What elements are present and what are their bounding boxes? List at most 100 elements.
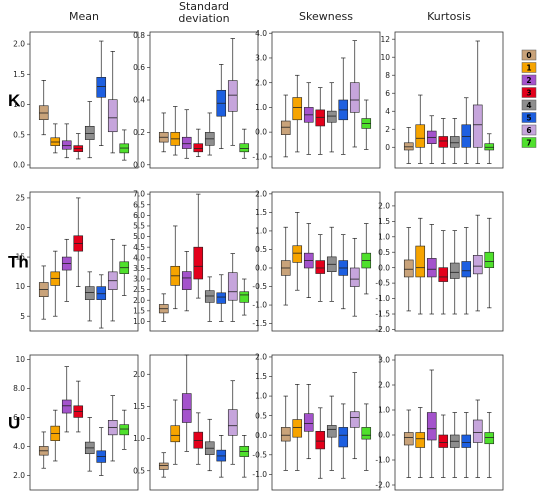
y-tick-label: -2.0	[375, 325, 390, 334]
panel: 1.0 1.52.0 2.53.0 3.5 4.04.5 5.05.5 6.0 6.57.0	[133, 190, 259, 332]
box-2	[426, 224, 437, 315]
box	[438, 136, 449, 148]
box	[349, 267, 360, 287]
y-tick-label: -1.0	[375, 456, 390, 465]
box	[61, 140, 72, 150]
legend: 0 1 2 3 4 5 6 7	[521, 49, 537, 148]
panel-frame	[149, 354, 259, 491]
row-labels: K Th U	[8, 91, 29, 433]
y-tick-label: 0.0	[378, 431, 390, 440]
box	[338, 427, 349, 448]
y-tick-label: 0.0	[255, 128, 267, 137]
box	[292, 245, 303, 263]
y-tick-label: 0.0	[13, 161, 25, 170]
y-tick-label: 1.0	[255, 103, 267, 112]
y-tick-label: 6	[385, 89, 390, 98]
box	[181, 393, 192, 423]
y-tick-label: 0.0	[255, 264, 267, 273]
box-3	[193, 128, 204, 158]
y-tick-label: 4.5	[133, 243, 145, 252]
box	[204, 290, 215, 303]
box	[227, 80, 238, 112]
panels: 0.00.51.01.52.00.00.20.40.60.8-1.00.01.0…	[13, 29, 504, 491]
panel: 0 2 4 6 8 10 12	[380, 31, 504, 169]
y-tick-label: 1.0	[13, 100, 25, 109]
legend-swatch	[521, 124, 537, 136]
y-tick-label: -1.5	[252, 319, 267, 328]
y-tick-label: 2.5	[133, 285, 145, 294]
box-7	[239, 435, 250, 478]
y-tick-label: 0.8	[133, 31, 145, 40]
legend-swatch	[521, 137, 537, 148]
legend-swatch	[521, 112, 537, 123]
y-tick-label: 5.5	[133, 222, 145, 231]
box-3	[438, 230, 449, 315]
box-4	[84, 417, 95, 472]
box-3	[73, 197, 84, 287]
box	[472, 104, 483, 148]
box	[292, 97, 303, 121]
box	[449, 262, 460, 279]
box	[96, 77, 107, 98]
box-1	[292, 74, 303, 153]
panel: 2.0 4.0 6.0 8.0 10	[13, 354, 139, 491]
y-tick-label: 5	[20, 312, 25, 321]
box-2	[181, 109, 192, 159]
box-7	[119, 129, 130, 161]
box-4	[204, 418, 215, 472]
box	[315, 109, 326, 127]
box	[484, 143, 495, 151]
box-6	[472, 214, 483, 312]
box	[438, 434, 449, 448]
y-tick-label: -1.5	[375, 310, 390, 319]
box	[326, 425, 337, 438]
box-5	[338, 57, 349, 155]
box	[472, 255, 483, 275]
box	[426, 412, 437, 441]
y-tick-label: 0.5	[255, 411, 267, 420]
box-7	[361, 223, 372, 295]
y-tick-label: 20	[15, 223, 25, 232]
y-tick-label: 2.0	[378, 381, 390, 390]
box-0	[158, 452, 169, 478]
box-0	[403, 409, 414, 478]
y-tick-label: 1.0	[255, 392, 267, 401]
box	[119, 424, 130, 436]
panel: -1.0 0.0 1.0 2.0 3.0 4.0	[252, 29, 381, 169]
box	[472, 419, 483, 443]
box	[449, 136, 460, 148]
box	[415, 124, 426, 148]
box	[84, 125, 95, 140]
box	[315, 431, 326, 450]
box-4	[84, 101, 95, 159]
y-tick-label: 1.5	[255, 372, 267, 381]
box-0	[280, 395, 291, 471]
box	[403, 432, 414, 446]
panel: -1.0 -0.5 0.0 0.5 1.0 1.5 2.0	[252, 353, 381, 491]
y-tick-label: 3.0	[133, 275, 145, 284]
legend-swatch	[521, 74, 537, 86]
box	[415, 245, 426, 278]
box	[239, 291, 250, 303]
box-1	[50, 250, 61, 317]
y-tick-label: -1.0	[252, 470, 267, 479]
y-tick-label: 1.0	[133, 434, 145, 443]
box	[61, 399, 72, 414]
box-1	[415, 94, 426, 164]
box	[315, 260, 326, 274]
box-2	[303, 383, 314, 460]
y-tick-label: 2.0	[378, 202, 390, 211]
row-label: U	[8, 414, 20, 433]
box-4	[326, 395, 337, 471]
box-0	[38, 265, 49, 320]
box	[96, 286, 107, 300]
panel: -2.0 -1.0 0.0 1.0 2.0 3.0	[375, 354, 504, 491]
y-tick-label: 7.0	[133, 190, 145, 199]
box-3	[438, 414, 449, 478]
box	[326, 110, 337, 123]
y-tick-label: 0.5	[255, 245, 267, 254]
panel: 0.5 1.0 1.5 2.0	[133, 354, 259, 491]
panel: 0.0 0.2 0.4 0.6 0.8	[133, 31, 259, 169]
box	[303, 413, 314, 432]
y-tick-label: 1.0	[378, 406, 390, 415]
